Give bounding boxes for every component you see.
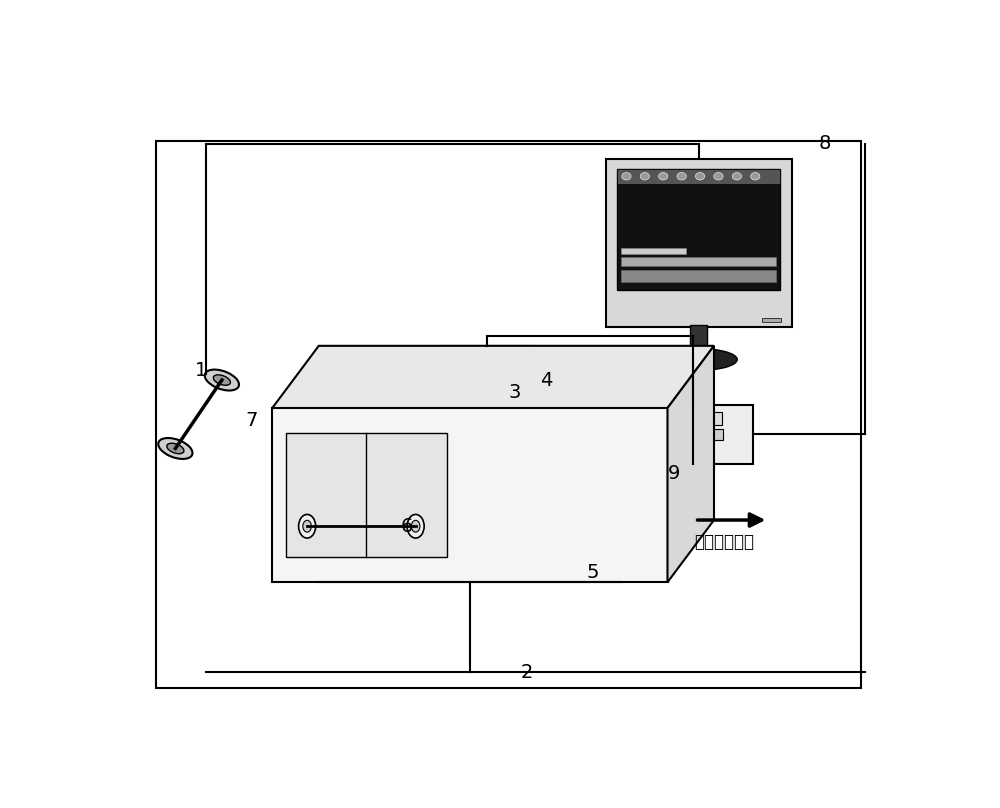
Text: 5: 5 [586, 563, 599, 583]
Bar [606, 159, 792, 327]
Bar [617, 169, 780, 290]
Bar [286, 433, 447, 558]
Text: 1: 1 [195, 361, 207, 381]
Bar [621, 270, 776, 282]
Bar [447, 382, 528, 387]
Circle shape [732, 173, 742, 180]
Bar [702, 412, 722, 425]
Circle shape [659, 173, 668, 180]
Text: 6: 6 [400, 517, 413, 536]
Bar [633, 405, 753, 464]
Circle shape [640, 173, 649, 180]
Ellipse shape [158, 438, 193, 459]
Ellipse shape [411, 520, 420, 532]
Bar [447, 348, 528, 378]
Bar [665, 429, 723, 440]
Bar [621, 247, 686, 254]
Text: 4: 4 [540, 371, 552, 389]
Bar [642, 419, 656, 452]
Text: 9: 9 [668, 464, 680, 483]
Bar [447, 398, 528, 402]
Text: 3: 3 [509, 383, 521, 402]
Bar [690, 325, 707, 357]
Ellipse shape [213, 375, 230, 385]
Circle shape [480, 410, 495, 422]
Ellipse shape [303, 520, 311, 532]
Text: 7: 7 [245, 411, 258, 430]
Bar [762, 318, 781, 322]
Ellipse shape [299, 515, 316, 538]
Circle shape [484, 413, 490, 418]
Circle shape [695, 173, 705, 180]
Ellipse shape [167, 444, 184, 454]
Text: 2: 2 [520, 663, 533, 682]
Text: 纸张前进方向: 纸张前进方向 [695, 532, 755, 551]
Polygon shape [272, 346, 714, 408]
Circle shape [622, 173, 631, 180]
Bar [621, 257, 776, 266]
Polygon shape [668, 346, 714, 583]
Circle shape [714, 173, 723, 180]
Bar [443, 346, 532, 408]
Ellipse shape [407, 515, 424, 538]
Ellipse shape [205, 369, 239, 390]
Ellipse shape [660, 348, 737, 370]
Circle shape [751, 173, 760, 180]
Bar [617, 169, 780, 184]
Bar [156, 141, 861, 688]
Text: 8: 8 [819, 134, 831, 154]
Bar [665, 413, 696, 426]
Bar [272, 408, 668, 583]
Circle shape [677, 173, 686, 180]
Bar [447, 390, 528, 394]
